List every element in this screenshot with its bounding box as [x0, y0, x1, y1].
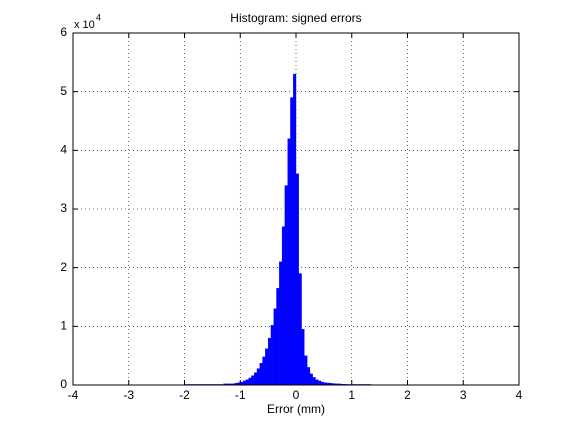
y-scale-exponent: 4	[96, 12, 101, 22]
y-tick-label: 4	[60, 143, 67, 157]
bar	[306, 367, 311, 386]
bar	[273, 308, 277, 386]
chart-title: Histogram: signed errors	[230, 11, 361, 25]
bar	[301, 329, 305, 386]
bar	[287, 138, 291, 386]
y-tick-label: 2	[60, 260, 67, 274]
y-tick-label: 0	[60, 377, 67, 391]
y-tick-label: 3	[60, 201, 67, 215]
bar	[276, 288, 280, 386]
bar	[284, 185, 288, 386]
bar	[259, 363, 263, 386]
x-tick-label: 4	[516, 388, 523, 402]
bar	[242, 380, 246, 386]
bar	[309, 373, 313, 386]
x-tick-label: 0	[293, 388, 300, 402]
bar	[318, 380, 322, 386]
x-tick-label: 1	[348, 388, 355, 402]
bar	[295, 173, 299, 386]
bar	[293, 73, 297, 386]
bar	[248, 377, 252, 386]
x-tick-label: -4	[68, 388, 79, 402]
bar	[304, 355, 308, 386]
bar	[298, 273, 302, 386]
x-tick-label: 2	[404, 388, 411, 402]
bar	[245, 379, 249, 386]
bar	[315, 379, 319, 386]
y-tick-label: 1	[60, 319, 67, 333]
bar	[290, 97, 294, 386]
x-tick-label: -1	[235, 388, 246, 402]
bar	[262, 356, 266, 386]
axes-box	[72, 32, 520, 386]
x-axis-label: Error (mm)	[267, 402, 325, 416]
x-tick-label: -3	[123, 388, 134, 402]
bar	[254, 372, 258, 386]
bar	[270, 325, 274, 386]
bar	[267, 337, 272, 386]
bar	[256, 368, 260, 386]
bar	[251, 375, 255, 386]
bar	[279, 261, 283, 386]
bar	[281, 226, 285, 386]
y-tick-label: 6	[60, 25, 67, 39]
y-tick-label: 5	[60, 84, 67, 98]
x-tick-label: 3	[460, 388, 467, 402]
bar	[312, 377, 316, 386]
x-tick-label: -2	[179, 388, 190, 402]
bar	[265, 348, 269, 386]
y-scale-label: x 10	[74, 19, 95, 31]
